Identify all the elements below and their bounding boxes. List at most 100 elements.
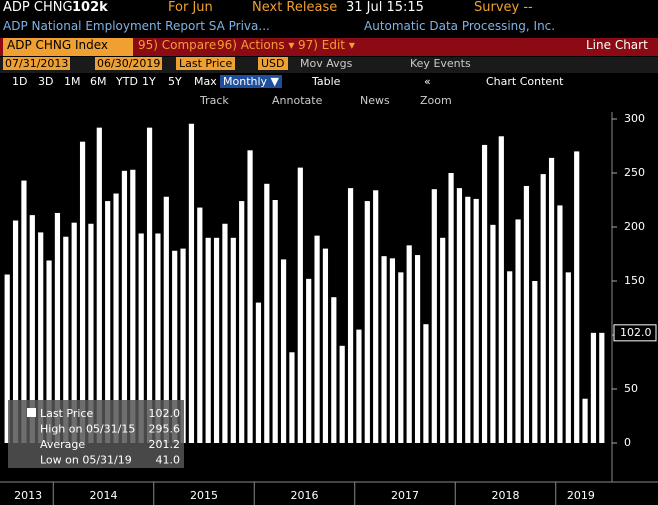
bar bbox=[498, 136, 504, 443]
bar bbox=[255, 302, 262, 443]
x-tick-label: 2014 bbox=[90, 489, 118, 502]
bar bbox=[29, 215, 35, 443]
bar bbox=[574, 151, 580, 443]
bar bbox=[155, 233, 161, 443]
legend-name: Average bbox=[40, 438, 85, 451]
bar bbox=[297, 167, 303, 443]
x-tick-label: 2017 bbox=[391, 489, 419, 502]
tool[interactable]: Annotate bbox=[272, 94, 323, 107]
range[interactable]: 6M bbox=[90, 75, 107, 88]
security[interactable]: ADP CHNG Index bbox=[3, 38, 133, 56]
bar bbox=[440, 237, 446, 443]
key-events[interactable]: Key Events bbox=[410, 57, 471, 70]
bar bbox=[121, 170, 128, 443]
bar bbox=[481, 144, 488, 444]
bar bbox=[264, 183, 270, 444]
bar bbox=[4, 274, 10, 443]
bar bbox=[540, 174, 546, 443]
x-tick-label: 2015 bbox=[190, 489, 218, 502]
bar bbox=[322, 248, 329, 443]
next-value: 31 Jul 15:15 bbox=[346, 0, 424, 15]
tool[interactable]: Track bbox=[200, 94, 229, 107]
bar bbox=[96, 127, 102, 443]
bar bbox=[473, 198, 479, 443]
bar bbox=[21, 180, 27, 443]
bar bbox=[113, 193, 119, 443]
y-tick-label: 250 bbox=[624, 166, 645, 179]
bar bbox=[331, 297, 337, 443]
field[interactable]: Last Price bbox=[176, 57, 236, 70]
bar bbox=[557, 205, 563, 443]
range[interactable]: 1Y bbox=[142, 75, 156, 88]
bar bbox=[515, 219, 521, 443]
mov-avgs[interactable]: Mov Avgs bbox=[300, 57, 353, 70]
desc: ADP National Employment Report SA Priva.… bbox=[3, 19, 270, 33]
collapse[interactable]: « bbox=[424, 75, 431, 88]
table[interactable]: Table bbox=[312, 75, 341, 88]
bar bbox=[54, 212, 61, 443]
price-tag-label: 102.0 bbox=[620, 326, 652, 339]
plot-bg bbox=[0, 112, 612, 482]
bar bbox=[356, 329, 362, 443]
legend-swatch bbox=[27, 408, 36, 417]
x-tick-label: 2019 bbox=[567, 489, 595, 502]
range[interactable]: 5Y bbox=[168, 75, 182, 88]
bar bbox=[347, 188, 354, 443]
price-tag bbox=[613, 324, 657, 342]
actions[interactable]: 96) Actions ▾ bbox=[217, 38, 295, 52]
bar bbox=[507, 271, 513, 443]
legend-name: Last Price bbox=[40, 407, 93, 420]
bar bbox=[146, 127, 153, 443]
bar bbox=[172, 250, 178, 443]
bar bbox=[180, 248, 186, 443]
desc-row: ADP National Employment Report SA Priva.… bbox=[0, 19, 658, 37]
tool[interactable]: News bbox=[360, 94, 390, 107]
bar bbox=[414, 255, 421, 443]
y-tick-label: 100 bbox=[624, 328, 645, 341]
bar bbox=[197, 207, 203, 443]
bar bbox=[389, 258, 396, 443]
bar bbox=[398, 272, 404, 443]
start[interactable]: 07/31/2013 bbox=[3, 57, 71, 70]
x-tick-label: 2016 bbox=[291, 489, 319, 502]
end[interactable]: 06/30/2019 bbox=[95, 57, 163, 70]
range[interactable]: 1D bbox=[12, 75, 28, 88]
y-tick-label: 200 bbox=[624, 220, 645, 233]
legend-value: 102.0 bbox=[149, 407, 181, 420]
compare[interactable]: 95) Compare bbox=[138, 38, 217, 52]
bar bbox=[289, 352, 295, 443]
range[interactable]: Max bbox=[194, 75, 217, 88]
legend-value: 201.2 bbox=[149, 438, 181, 451]
toolbar: ADP CHNG Index 95) Compare 96) Actions ▾… bbox=[0, 38, 658, 56]
bar bbox=[222, 223, 228, 443]
currency[interactable]: USD bbox=[258, 57, 288, 70]
bar bbox=[565, 272, 571, 443]
bar bbox=[339, 345, 345, 443]
frequency[interactable]: Monthly ▼ bbox=[220, 75, 282, 88]
y-tick-label: 0 bbox=[624, 436, 631, 449]
bar bbox=[364, 201, 370, 443]
y-tick-label: 300 bbox=[624, 112, 645, 125]
bar bbox=[280, 259, 287, 443]
bar bbox=[247, 150, 253, 443]
bar bbox=[456, 188, 463, 443]
tool[interactable]: Zoom bbox=[420, 94, 452, 107]
range[interactable]: 3D bbox=[38, 75, 54, 88]
bar bbox=[88, 223, 94, 443]
bar bbox=[465, 196, 471, 443]
bar bbox=[46, 260, 52, 443]
range[interactable]: 1M bbox=[64, 75, 81, 88]
bar bbox=[12, 220, 19, 443]
next-label: Next Release bbox=[252, 0, 338, 15]
bar bbox=[431, 189, 437, 443]
chart-kind[interactable]: Line Chart bbox=[586, 38, 648, 52]
edit[interactable]: 97) Edit ▾ bbox=[298, 38, 355, 52]
bar bbox=[239, 201, 245, 443]
range[interactable]: YTD bbox=[116, 75, 138, 88]
chart-content[interactable]: Chart Content bbox=[486, 75, 564, 88]
bar bbox=[590, 332, 597, 443]
bar bbox=[381, 256, 387, 443]
bar bbox=[314, 235, 320, 443]
bar bbox=[213, 237, 220, 443]
tool-bar: Track Annotate News Zoom bbox=[0, 94, 658, 110]
